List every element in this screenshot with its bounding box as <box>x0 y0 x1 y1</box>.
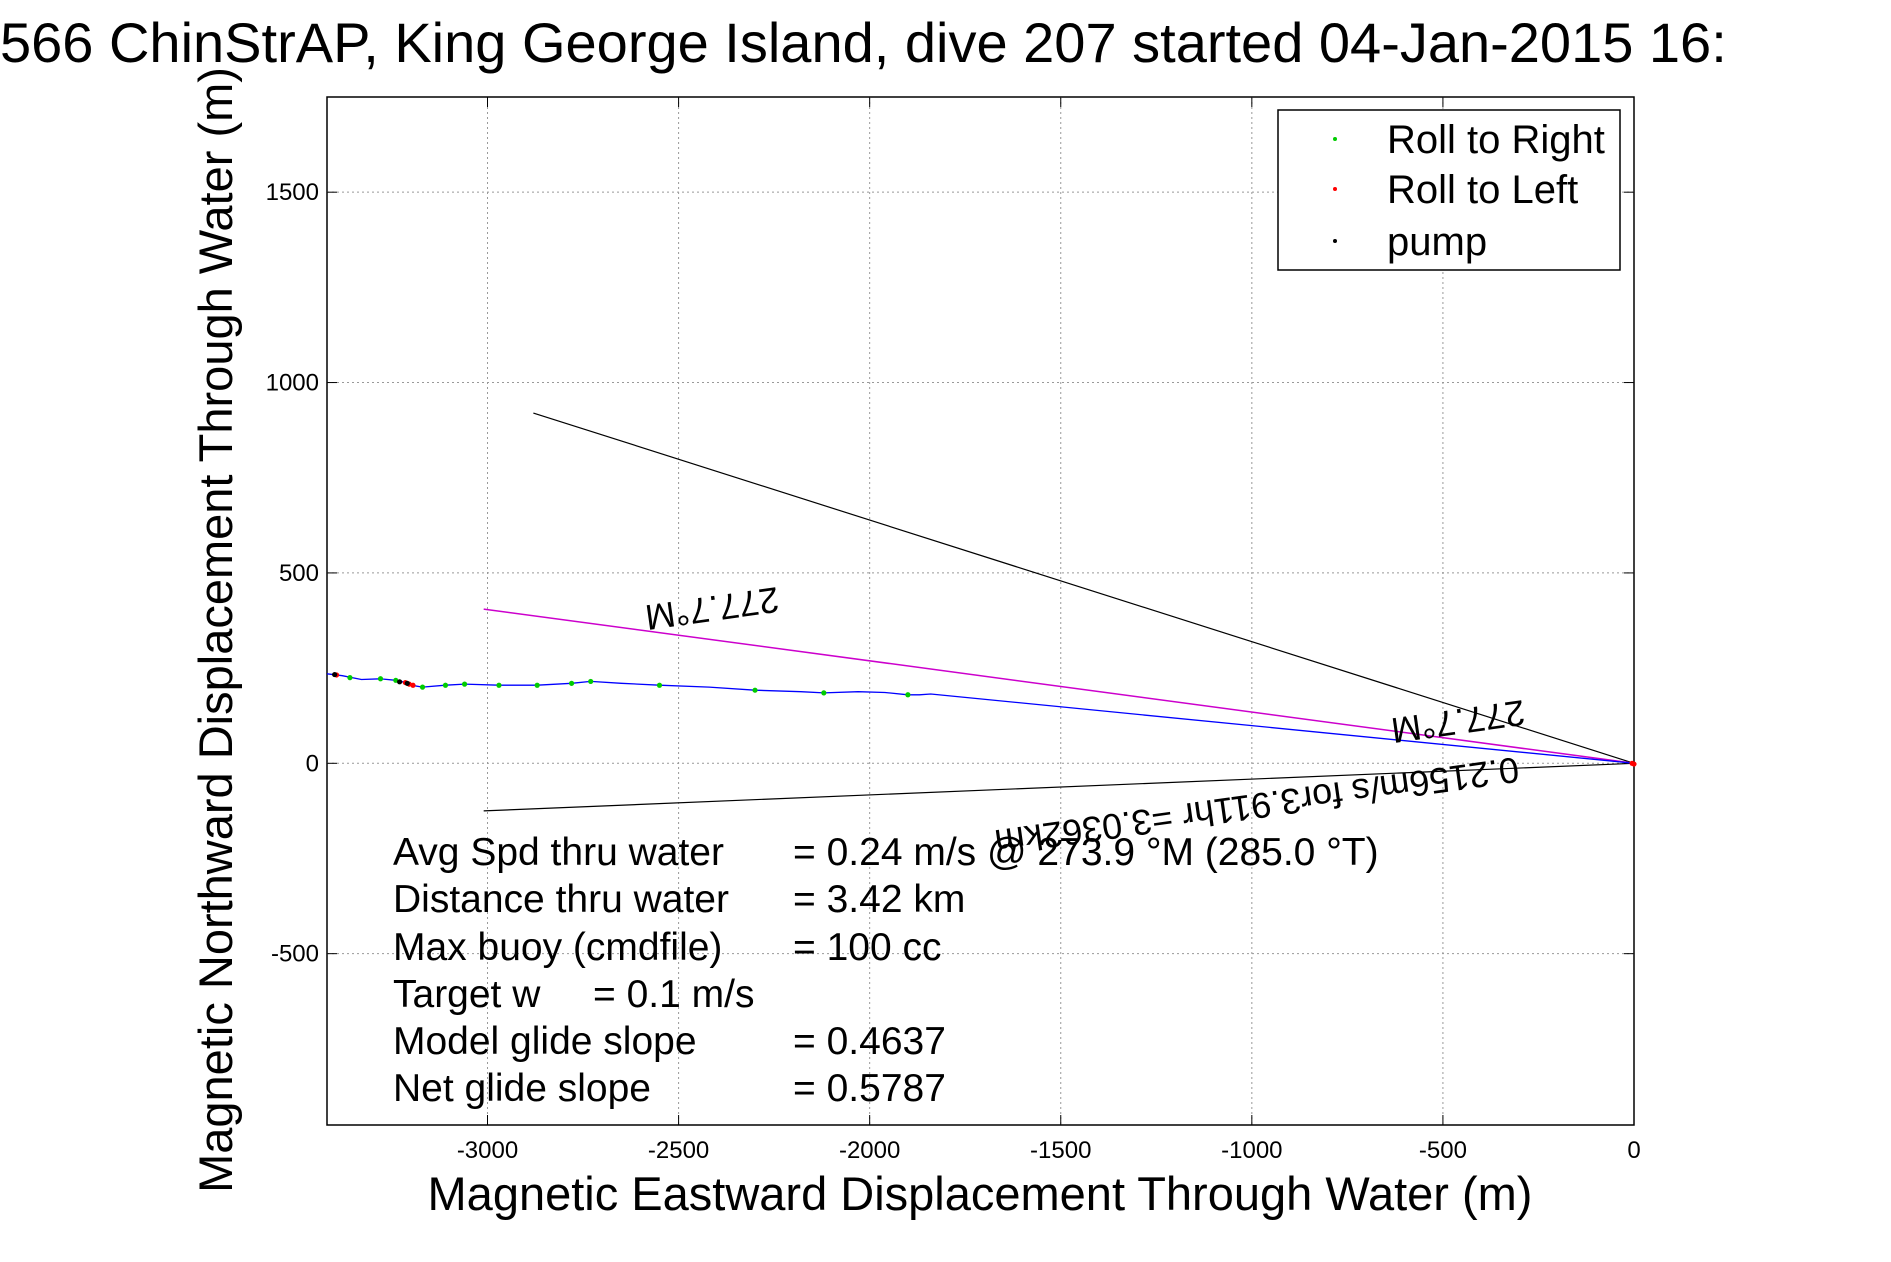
roll-right-point <box>534 682 540 688</box>
legend: Roll to Right Roll to Left pump <box>1277 109 1621 271</box>
chart-title: 566 ChinStrAP, King George Island, dive … <box>0 11 1727 74</box>
reference-lines <box>483 412 1635 812</box>
roll-right-point <box>821 690 827 696</box>
legend-marker-pump <box>1333 239 1337 243</box>
stat-value-max-buoy: = 100 cc <box>793 926 942 969</box>
x-tick-label: -2000 <box>839 1137 900 1164</box>
bounding-line <box>483 762 1635 812</box>
y-tick-label: 1000 <box>266 370 319 397</box>
x-tick-label: -1500 <box>1030 1137 1091 1164</box>
x-tick-label: -3000 <box>457 1137 518 1164</box>
roll-right-point <box>588 678 594 685</box>
x-tick-label: 0 <box>1627 1137 1640 1164</box>
legend-marker-roll-left <box>1333 187 1337 191</box>
roll-right-point <box>347 675 353 681</box>
y-tick-label: -500 <box>271 941 319 968</box>
legend-label-pump: pump <box>1387 220 1487 264</box>
stat-value-distance: = 3.42 km <box>793 878 965 921</box>
y-tick-label: 1500 <box>266 179 319 206</box>
stat-label-avg-speed: Avg Spd thru water <box>393 831 724 874</box>
legend-label-roll-right: Roll to Right <box>1387 118 1605 162</box>
roll-right-point <box>656 682 663 688</box>
stat-value-model-glide: = 0.4637 <box>793 1020 946 1063</box>
stat-label-target-w: Target w <box>393 973 541 1016</box>
y-tick-label: 500 <box>279 560 319 587</box>
roll-right-point <box>377 676 384 682</box>
roll-left-point <box>410 682 416 688</box>
points-layer <box>332 671 1637 767</box>
roll-right-point <box>419 684 426 690</box>
roll-right-point <box>752 687 758 693</box>
stats-block: Avg Spd thru water = 0.24 m/s @ 273.9 °M… <box>393 831 1379 1110</box>
y-axis-ticks: -500 0 500 1000 1500 <box>266 179 1634 968</box>
roll-right-point <box>461 681 468 687</box>
stat-value-net-glide: = 0.5787 <box>793 1067 946 1110</box>
roll-left-point <box>1631 761 1637 767</box>
x-axis-ticks: -3000 -2500 -2000 -1500 -1000 -500 0 <box>457 97 1641 1164</box>
legend-marker-roll-right <box>1333 137 1337 141</box>
course-line <box>483 608 1635 765</box>
x-tick-label: -1000 <box>1221 1137 1282 1164</box>
x-tick-label: -2500 <box>648 1137 709 1164</box>
x-tick-label: -500 <box>1419 1137 1467 1164</box>
stat-value-avg-speed: = 0.24 m/s @ 273.9 °M (285.0 °T) <box>793 831 1379 874</box>
roll-right-point <box>905 692 911 698</box>
pump-point <box>397 679 403 685</box>
roll-right-point <box>496 682 502 688</box>
bounding-line <box>533 412 1635 764</box>
stat-label-net-glide: Net glide slope <box>393 1067 651 1110</box>
stat-label-distance: Distance thru water <box>393 878 729 921</box>
pump-point <box>404 680 410 686</box>
y-tick-label: 0 <box>306 750 319 777</box>
stat-label-max-buoy: Max buoy (cmdfile) <box>393 926 722 969</box>
stat-value-target-w: = 0.1 m/s <box>593 973 754 1016</box>
roll-right-point <box>568 680 575 686</box>
pump-point <box>332 671 338 678</box>
stat-label-model-glide: Model glide slope <box>393 1020 697 1063</box>
roll-right-point <box>442 682 449 688</box>
y-axis-title: Magnetic Northward Displacement Through … <box>189 67 242 1193</box>
legend-label-roll-left: Roll to Left <box>1387 168 1578 212</box>
x-axis-title: Magnetic Eastward Displacement Through W… <box>428 1167 1533 1220</box>
